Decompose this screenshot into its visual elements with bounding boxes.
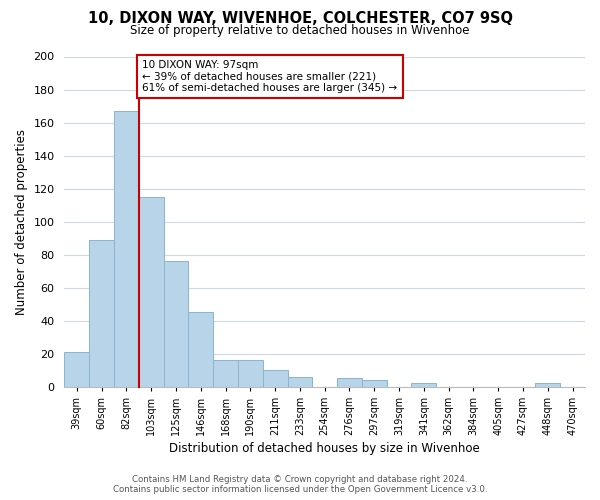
- Text: 10, DIXON WAY, WIVENHOE, COLCHESTER, CO7 9SQ: 10, DIXON WAY, WIVENHOE, COLCHESTER, CO7…: [88, 11, 512, 26]
- Bar: [337, 378, 362, 386]
- Bar: [213, 360, 238, 386]
- Bar: [412, 384, 436, 386]
- Text: Size of property relative to detached houses in Wivenhoe: Size of property relative to detached ho…: [130, 24, 470, 37]
- Bar: [89, 240, 114, 386]
- Text: Contains HM Land Registry data © Crown copyright and database right 2024.
Contai: Contains HM Land Registry data © Crown c…: [113, 474, 487, 494]
- Bar: [263, 370, 287, 386]
- Bar: [164, 261, 188, 386]
- Bar: [64, 352, 89, 386]
- Bar: [114, 111, 139, 386]
- Text: 10 DIXON WAY: 97sqm
← 39% of detached houses are smaller (221)
61% of semi-detac: 10 DIXON WAY: 97sqm ← 39% of detached ho…: [142, 60, 398, 93]
- Bar: [535, 384, 560, 386]
- Bar: [287, 376, 313, 386]
- Y-axis label: Number of detached properties: Number of detached properties: [15, 128, 28, 314]
- X-axis label: Distribution of detached houses by size in Wivenhoe: Distribution of detached houses by size …: [169, 442, 480, 455]
- Bar: [188, 312, 213, 386]
- Bar: [362, 380, 386, 386]
- Bar: [139, 197, 164, 386]
- Bar: [238, 360, 263, 386]
